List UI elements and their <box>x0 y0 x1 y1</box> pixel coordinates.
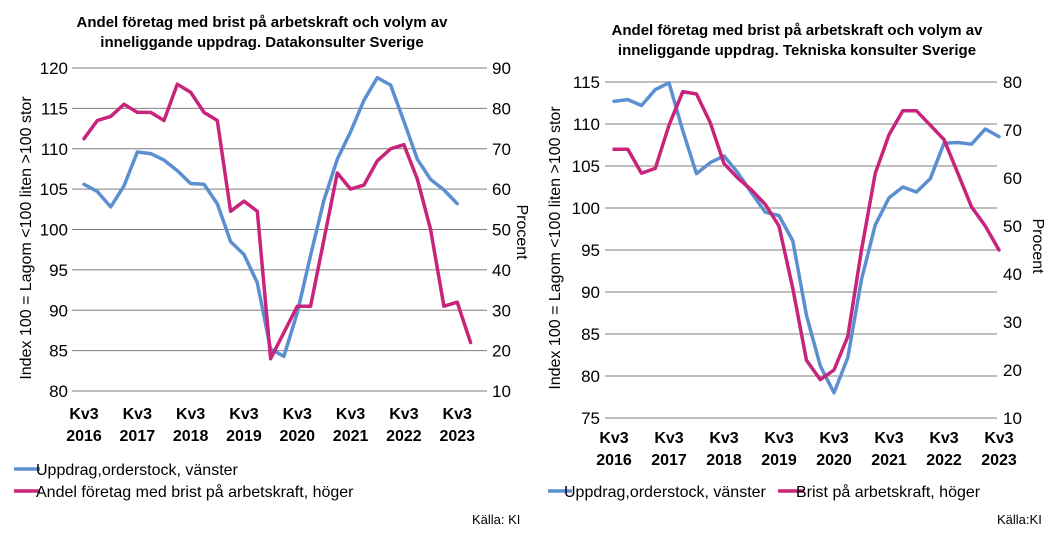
chart-left-y2-tick-label: 20 <box>492 342 511 361</box>
source-right: Källa:KI <box>997 512 1042 527</box>
chart-right-plot-area: 75 80 85 90 95 100 105 110 115 10 20 30 40 50 60 70 80 Kv… <box>572 73 1022 469</box>
chart-right-x-tick-label: 2021 <box>871 452 907 469</box>
chart-left-y-tick-label: 110 <box>41 140 68 159</box>
chart-left-x-tick-label: 2018 <box>173 428 209 445</box>
chart-right-y-tick-label: 90 <box>581 283 600 302</box>
chart-left-y-tick-label: 100 <box>40 221 68 240</box>
chart-right: Andel företag med brist på arbetskraft o… <box>547 22 1046 527</box>
chart-right-y2-tick-label: 10 <box>1003 409 1022 428</box>
chart-left-y2-tick-label: 90 <box>492 59 511 78</box>
chart-right-x-tick-label: Kv3 <box>929 430 958 447</box>
chart-right-x-tick-label: Kv3 <box>764 430 793 447</box>
chart-left-x-tick-label: 2023 <box>439 428 475 445</box>
chart-right-x-tick-label: Kv3 <box>654 430 683 447</box>
chart-right-y-tick-label: 110 <box>573 115 600 134</box>
chart-left-x-tick-label: Kv3 <box>229 406 258 423</box>
chart-left-y-tick-label: 115 <box>41 99 68 118</box>
chart-left-x-tick-label: Kv3 <box>283 406 312 423</box>
chart-left-y-tick-label: 80 <box>49 382 68 401</box>
chart-left-x-tick-label: Kv3 <box>176 406 205 423</box>
chart-right-x-tick-label: 2023 <box>981 452 1017 469</box>
source-left: Källa: KI <box>472 512 520 527</box>
chart-left-y2-tick-label: 50 <box>492 221 511 240</box>
legend-left-label-uppdrag: Uppdrag,orderstock, vänster <box>36 462 239 479</box>
chart-left-y-tick-label: 105 <box>40 180 68 199</box>
chart-right-title-line-2: inneliggande uppdrag. Tekniska konsulter… <box>618 42 976 59</box>
chart-right-y2-tick-label: 20 <box>1003 361 1022 380</box>
chart-left-y2-tick-label: 80 <box>492 99 511 118</box>
chart-left-x-tick-label: Kv3 <box>389 406 418 423</box>
chart-right-title-line-1: Andel företag med brist på arbetskraft o… <box>612 22 984 39</box>
chart-right-x-tick-label: 2018 <box>706 452 742 469</box>
legend-right-label-uppdrag: Uppdrag,orderstock, vänster <box>564 484 767 501</box>
chart-right-x-tick-label: Kv3 <box>874 430 903 447</box>
chart-left-y2-axis-label: Procent <box>513 204 530 260</box>
chart-right-series-uppdrag-line <box>612 81 1001 395</box>
chart-right-y-axis-label: Index 100 = Lagom <100 liten >100 stor <box>547 106 564 390</box>
chart-left-x-tick-label: 2020 <box>279 428 315 445</box>
chart-left-title-line-2: inneliggande uppdrag. Datakonsulter Sver… <box>100 34 423 51</box>
chart-right-y-tick-label: 85 <box>581 325 600 344</box>
chart-left-x-tick-label: Kv3 <box>69 406 98 423</box>
chart-left: Andel företag med brist på arbetskraft o… <box>14 14 530 527</box>
chart-right-y-tick-label: 80 <box>581 367 600 386</box>
chart-right-x-tick-label: 2020 <box>816 452 852 469</box>
chart-right-series-brist-line <box>612 89 1001 382</box>
chart-left-x-tick-label: 2022 <box>386 428 422 445</box>
chart-right-x-tick-label: Kv3 <box>709 430 738 447</box>
chart-left-y-tick-label: 120 <box>40 59 68 78</box>
chart-left-title-line-1: Andel företag med brist på arbetskraft o… <box>77 14 449 31</box>
chart-left-plot-area: 80 85 90 95 100 105 110 115 120 10 20 30 40 50 60 70 80 9… <box>40 59 511 445</box>
chart-left-x-tick-label: Kv3 <box>336 406 365 423</box>
chart-right-x-tick-label: Kv3 <box>599 430 628 447</box>
chart-left-y-axis-label: Index 100 = Lagom <100 liten >100 stor <box>18 96 35 380</box>
chart-left-series-brist-line <box>82 82 473 361</box>
chart-left-series-uppdrag-line <box>82 75 459 359</box>
chart-right-y-tick-label: 105 <box>572 157 600 176</box>
chart-left-y2-tick-label: 70 <box>492 140 511 159</box>
chart-right-y2-tick-label: 30 <box>1003 313 1022 332</box>
chart-right-x-tick-label: Kv3 <box>819 430 848 447</box>
chart-right-y2-tick-label: 80 <box>1003 73 1022 92</box>
legend-left-label-brist: Andel företag med brist på arbetskraft, … <box>36 483 354 501</box>
chart-left-x-tick-label: Kv3 <box>123 406 152 423</box>
chart-left-y2-tick-label: 60 <box>492 180 511 199</box>
chart-left-y-tick-label: 85 <box>49 342 68 361</box>
chart-left-y2-tick-label: 30 <box>492 301 511 320</box>
chart-right-x-tick-label: 2022 <box>926 452 962 469</box>
chart-left-x-tick-label: 2019 <box>226 428 262 445</box>
chart-right-y-tick-label: 100 <box>572 199 600 218</box>
chart-left-x-tick-label: 2021 <box>333 428 369 445</box>
chart-right-x-tick-label: Kv3 <box>984 430 1013 447</box>
chart-left-y2-tick-label: 10 <box>492 382 511 401</box>
chart-right-y-tick-label: 75 <box>581 409 600 428</box>
chart-right-x-tick-label: 2016 <box>596 452 632 469</box>
chart-right-y2-tick-label: 70 <box>1003 121 1022 140</box>
chart-right-y2-tick-label: 50 <box>1003 217 1022 236</box>
chart-right-x-tick-label: 2019 <box>761 452 797 469</box>
chart-left-x-tick-label: Kv3 <box>443 406 472 423</box>
legend-right-label-brist: Brist på arbetskraft, höger <box>796 483 981 501</box>
chart-left-y2-tick-label: 40 <box>492 261 511 280</box>
chart-right-y-tick-label: 115 <box>573 73 600 92</box>
chart-right-y2-tick-label: 40 <box>1003 265 1022 284</box>
chart-left-x-tick-label: 2017 <box>120 428 156 445</box>
chart-left-x-tick-label: 2016 <box>66 428 102 445</box>
chart-left-y-tick-label: 90 <box>49 301 68 320</box>
chart-right-y-tick-label: 95 <box>581 241 600 260</box>
chart-right-x-tick-label: 2017 <box>651 452 687 469</box>
chart-right-y2-axis-label: Procent <box>1029 218 1046 274</box>
chart-right-y2-tick-label: 60 <box>1003 169 1022 188</box>
chart-left-y-tick-label: 95 <box>49 261 68 280</box>
